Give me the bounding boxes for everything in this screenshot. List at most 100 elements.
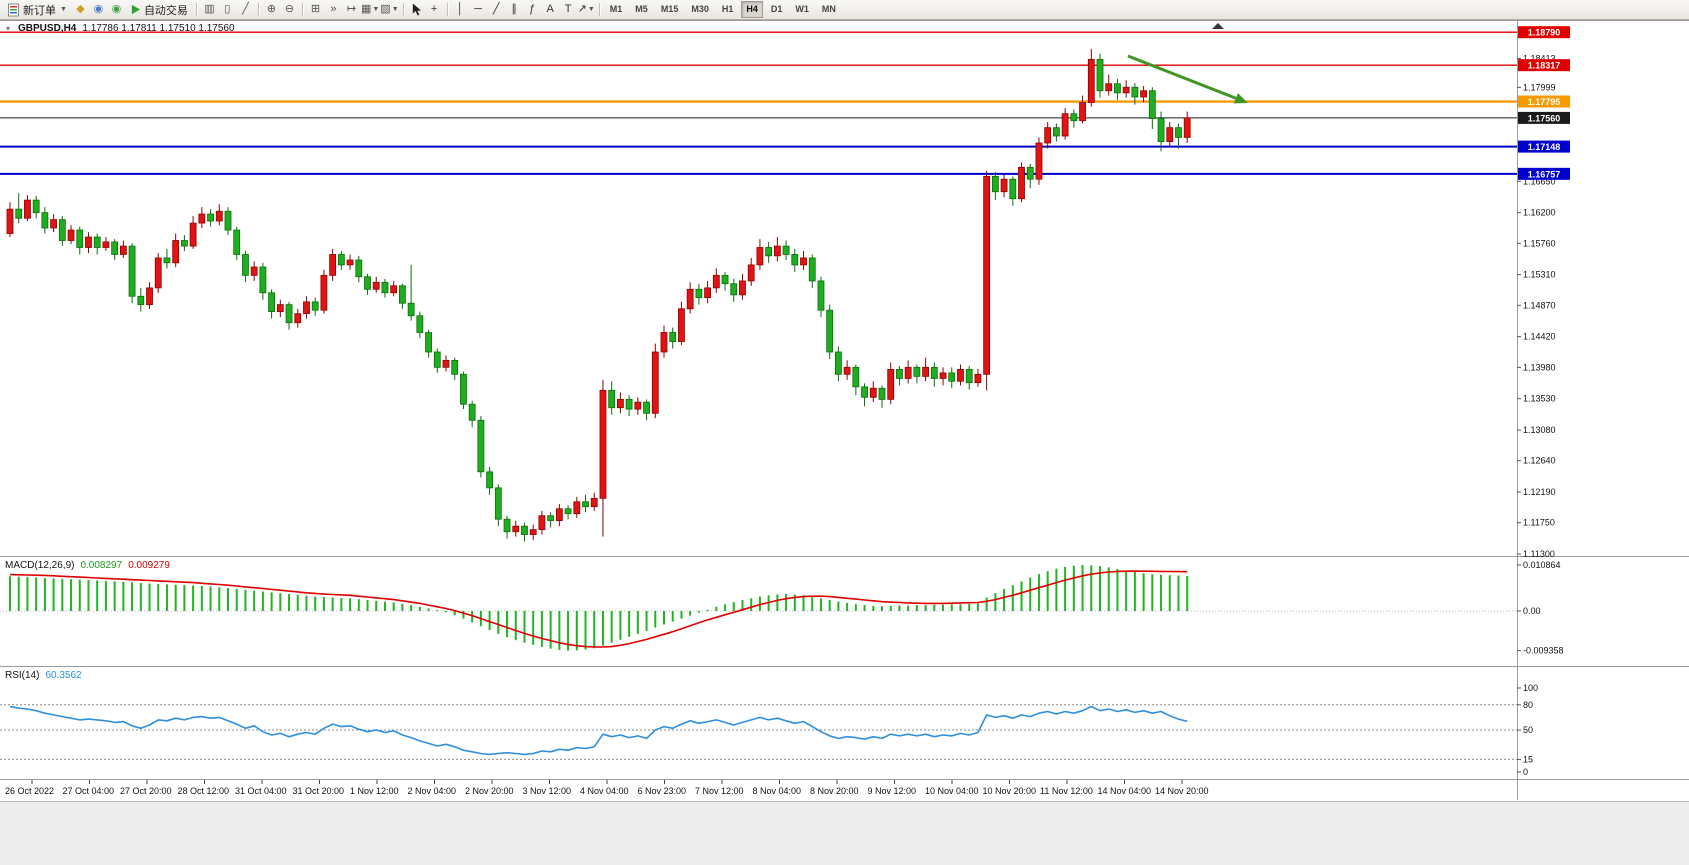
macd-histogram-bar: [427, 608, 430, 611]
candle-body: [1018, 166, 1025, 200]
zoom-in-icon[interactable]: ⊕: [263, 1, 280, 18]
candle-body: [407, 302, 415, 317]
candlestick-chart-icon[interactable]: ▯: [219, 1, 236, 18]
macd-histogram-bar: [383, 601, 386, 611]
candle-body: [215, 210, 223, 222]
candle-body: [1035, 142, 1043, 180]
navigator-icon[interactable]: ◉: [108, 1, 125, 18]
chart-shift-icon[interactable]: ↦: [343, 1, 360, 18]
candle-body: [704, 287, 711, 299]
metaeditor-icon[interactable]: ◆: [72, 1, 89, 18]
new-chart-icon-dropdown[interactable]: ▼: [372, 6, 380, 13]
macd-histogram-bar: [1011, 585, 1014, 611]
candle-body: [555, 508, 563, 522]
line-chart-icon[interactable]: ╱: [237, 1, 254, 18]
new-order-button-dropdown[interactable]: ▼: [60, 6, 67, 13]
auto-scroll-icon[interactable]: »: [325, 1, 342, 18]
trend-arrow-shaft[interactable]: [1127, 54, 1237, 100]
chart-shift-marker[interactable]: [1212, 23, 1224, 29]
one-click-trading-toggle[interactable]: ▾: [6, 24, 11, 33]
rsi-scale-label: 100: [1523, 683, 1538, 693]
tile-windows-icon[interactable]: ⊞: [307, 1, 324, 18]
navigator-icon: ◉: [111, 3, 122, 15]
crosshair-icon[interactable]: +: [426, 1, 443, 18]
vertical-line-icon[interactable]: │: [452, 1, 469, 18]
timeframe-button-mn[interactable]: MN: [821, 4, 836, 14]
price-scale-label: 1.11300: [1523, 549, 1555, 559]
time-scale[interactable]: 26 Oct 2022 27 Oct 04:00 27 Oct 20:00 28 Oc…: [5, 780, 1209, 796]
zoom-out-icon[interactable]: ⊖: [281, 1, 298, 18]
window-background: [0, 801, 1689, 865]
timeframe-button-d1[interactable]: D1: [770, 4, 783, 14]
candle-body: [1061, 113, 1069, 137]
market-watch-icon[interactable]: ◉: [90, 1, 107, 18]
rsi-scale-label: 0: [1523, 767, 1528, 777]
equidistant-channel-icon[interactable]: ∥: [506, 1, 523, 18]
candle-body: [634, 401, 642, 410]
candle-body: [364, 276, 371, 290]
macd-histogram-bar: [532, 610, 535, 645]
price-scale-label: 1.12640: [1523, 456, 1556, 466]
candle-body: [1148, 90, 1156, 119]
macd-histogram-bar: [1099, 566, 1101, 611]
macd-histogram-bar: [366, 599, 369, 611]
timeframe-button-w1[interactable]: W1: [795, 4, 809, 14]
candle-body: [1183, 117, 1191, 138]
rsi-scale-label: 15: [1523, 754, 1533, 764]
macd-histogram-bar: [174, 584, 177, 611]
timeframe-button-h1[interactable]: H1: [721, 4, 734, 14]
macd-histogram-bar: [819, 598, 822, 611]
timeframe-button-m5[interactable]: M5: [635, 4, 648, 14]
candle-body: [747, 264, 755, 282]
price-scale[interactable]: 1.18413 1.17999 1.16650 1.16200 1.15760 1.153…: [1517, 26, 1570, 559]
auto-trading-button[interactable]: 自动交易: [126, 1, 192, 18]
timeframe-button-h4[interactable]: H4: [741, 1, 763, 18]
market-watch-icon: ◉: [93, 3, 104, 15]
price-scale-label: 1.15760: [1523, 238, 1556, 248]
bar-chart-icon[interactable]: ▥: [201, 1, 218, 18]
equidistant-channel-icon: ∥: [511, 3, 517, 15]
macd-histogram-bar: [872, 605, 875, 611]
candle-body: [1105, 83, 1113, 92]
new-chart-icon[interactable]: ▦ ▼: [361, 1, 379, 18]
ohlc-values: 1.17786 1.17811 1.17510 1.17560: [82, 23, 235, 34]
macd-histogram-bar: [78, 579, 81, 611]
cursor-icon[interactable]: [408, 1, 425, 18]
new-order-button[interactable]: 新订单 ▼: [3, 1, 71, 18]
text-icon[interactable]: A: [542, 1, 559, 18]
trend-arrow-object[interactable]: [1127, 54, 1248, 104]
profiles-icon-dropdown[interactable]: ▼: [391, 6, 399, 13]
candle-body: [102, 241, 110, 248]
candle-body: [486, 471, 494, 489]
time-axis-label: 1 Nov 12:00: [350, 786, 399, 796]
macd-histogram-bar: [959, 604, 962, 611]
timeframe-button-m15[interactable]: M15: [660, 4, 679, 14]
candle-body: [329, 254, 337, 276]
text-icon: A: [546, 3, 554, 15]
time-axis-label: 27 Oct 20:00: [120, 786, 172, 796]
macd-histogram-bar: [601, 610, 604, 646]
vertical-line-icon: │: [456, 3, 464, 15]
macd-histogram-bar: [863, 605, 866, 611]
macd-histogram-bar: [558, 610, 561, 650]
arrows-icon-dropdown[interactable]: ▼: [587, 6, 595, 13]
timeframe-button-m30[interactable]: M30: [691, 4, 709, 14]
trendline-icon[interactable]: ╱: [488, 1, 505, 18]
fibonacci-icon[interactable]: ƒ: [524, 1, 541, 18]
candle-body: [721, 274, 729, 285]
auto-trading-button-label: 自动交易: [143, 4, 188, 17]
timeframe-button-m1[interactable]: M1: [609, 4, 623, 14]
macd-histogram-bar: [52, 578, 55, 611]
macd-histogram-bar: [462, 610, 465, 619]
rsi-value: 60.3562: [45, 670, 82, 681]
hlines-layer[interactable]: [0, 31, 1517, 175]
macd-signal-value: 0.009279: [128, 560, 170, 571]
arrows-icon[interactable]: ↗ ▼: [578, 1, 595, 18]
horizontal-line-icon[interactable]: ─: [470, 1, 487, 18]
profiles-icon[interactable]: ▧ ▼: [380, 1, 398, 18]
time-axis-label: 31 Oct 20:00: [293, 786, 345, 796]
macd-name: MACD(12,26,9): [5, 560, 75, 571]
candle-body: [547, 515, 555, 522]
text-label-icon[interactable]: T: [560, 1, 577, 18]
